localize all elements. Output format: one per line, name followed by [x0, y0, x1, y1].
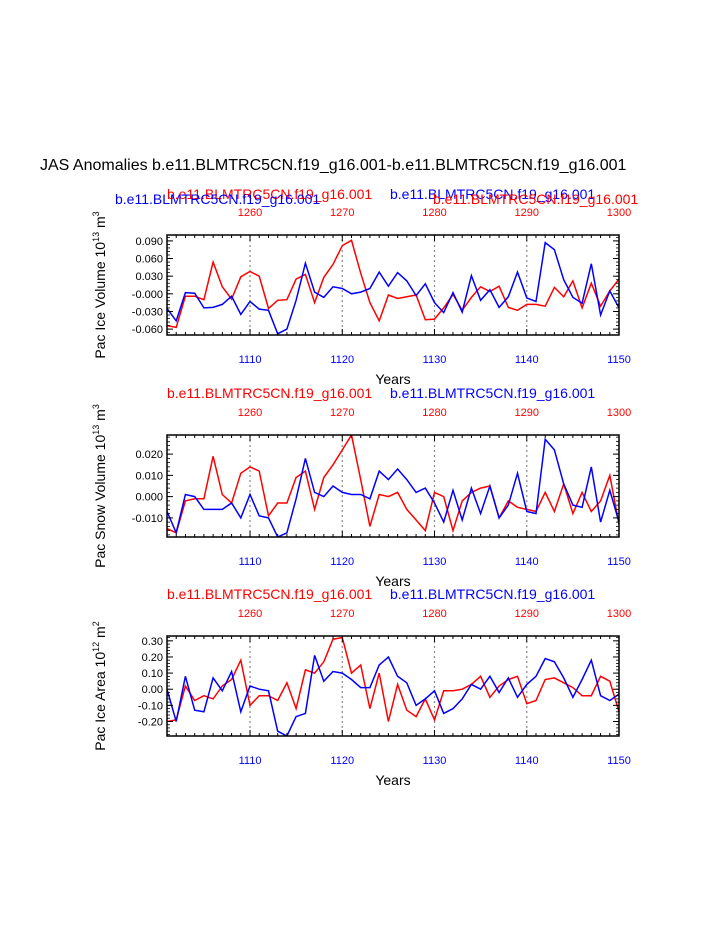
y-axis-label-ylabel-exp: 13 — [91, 425, 101, 435]
y-tick-label: -0.030 — [132, 306, 163, 318]
series-line-red — [167, 435, 619, 534]
x-tick-label-bottom: 1150 — [607, 354, 631, 366]
y-axis-label-ylabel-exp: 13 — [91, 232, 101, 242]
series-line-red — [167, 239, 619, 329]
y-axis-label-ylabel-exp: 12 — [91, 642, 101, 652]
panel-title-blue: b.e11.BLMTRC5CN.f19_g16.001 — [390, 586, 595, 602]
panel-ice-area: b.e11.BLMTRC5CN.f19_g16.001 b.e11.BLMTRC5… — [91, 586, 631, 788]
y-axis-label-ylabel-unit: m — [92, 216, 108, 232]
x-tick-label-top: 1300 — [607, 407, 631, 419]
y-tick-label: 0.020 — [135, 449, 163, 461]
panel-title-blue: b.e11.BLMTRC5CN.f19_g16.001 — [390, 385, 595, 401]
y-axis-label-ylabel-unit-exp: 3 — [91, 404, 101, 409]
panel-title-red: b.e11.BLMTRC5CN.f19_g16.001 — [167, 586, 372, 602]
x-tick-label-top: 1300 — [607, 207, 631, 219]
series-line-red — [167, 636, 619, 723]
x-tick-label-bottom: 1140 — [515, 755, 539, 767]
y-tick-label: -0.060 — [132, 324, 163, 336]
plot-frame — [166, 434, 620, 538]
y-tick-label: 0.000 — [135, 492, 163, 504]
y-tick-label: 0.010 — [135, 470, 163, 482]
y-axis-label: Pac Ice Area 1012 m2 — [91, 621, 108, 750]
y-tick-label: 0.00 — [142, 684, 163, 696]
x-tick-label-bottom: 1110 — [239, 556, 262, 568]
x-tick-label-bottom: 1150 — [607, 556, 631, 568]
y-tick-label: -0.10 — [138, 700, 163, 712]
y-tick-label: -0.20 — [138, 716, 163, 728]
y-axis-label: Pac Snow Volume 1013 m3 — [91, 404, 108, 568]
x-tick-label-top: 1290 — [515, 608, 539, 620]
panel-title-red: b.e11.BLMTRC5CN.f19_g16.001 — [167, 385, 372, 401]
x-tick-label-top: 1280 — [422, 407, 446, 419]
y-tick-label: 0.30 — [142, 636, 163, 648]
x-tick-label-top: 1270 — [330, 207, 354, 219]
panel-ice-volume: -0.060 -0.030 -0.000 0.030 0.060 0.090 1110 112… — [91, 207, 631, 387]
y-tick-label: 0.090 — [135, 236, 163, 248]
y-axis-label-ylabel-main: Pac Ice Volume 10 — [92, 242, 108, 359]
x-tick-label-bottom: 1140 — [515, 556, 539, 568]
x-tick-label-bottom: 1130 — [423, 556, 447, 568]
overlap-sub-red: b.e11.BLMTRC5CN.f19_g16.001 — [433, 191, 638, 207]
y-axis-label-ylabel-main: Pac Snow Volume 10 — [92, 435, 108, 568]
y-tick-label: 0.20 — [142, 652, 163, 664]
x-tick-label-bottom: 1130 — [423, 755, 447, 767]
x-tick-label-bottom: 1130 — [423, 354, 447, 366]
y-tick-label: -0.010 — [132, 513, 163, 525]
y-tick-label: 0.030 — [135, 271, 163, 283]
y-tick-label: 0.060 — [135, 254, 163, 266]
plot-frame — [166, 234, 620, 336]
x-tick-label-top: 1270 — [330, 407, 354, 419]
y-axis-label-ylabel-unit: m — [92, 626, 108, 642]
x-tick-label-top: 1270 — [330, 608, 354, 620]
chart-panels: -0.060 -0.030 -0.000 0.030 0.060 0.090 1110 112… — [91, 207, 631, 788]
x-tick-label-bottom: 1110 — [239, 354, 262, 366]
x-axis-label: Years — [375, 772, 410, 788]
y-axis-label-ylabel-unit-exp: 2 — [91, 621, 101, 626]
overlap-title-blue: b.e11.BLMTRC5CN.f19_g16.001 — [390, 186, 595, 202]
x-tick-label-top: 1260 — [238, 608, 262, 620]
y-tick-label: 0.10 — [142, 668, 163, 680]
y-tick-label: -0.000 — [132, 289, 163, 301]
series-line-blue — [167, 241, 619, 335]
overlap-sub-blue: b.e11.BLMTRC5CN.f19_g16.001 — [115, 191, 320, 207]
overlap-title-red: b.e11.BLMTRC5CN.f19_g16.001 — [167, 186, 372, 202]
x-axis-label: Years — [375, 371, 410, 387]
y-axis-label-ylabel-unit: m — [92, 409, 108, 425]
panel-snow-volume: b.e11.BLMTRC5CN.f19_g16.001 b.e11.BLMTRC5… — [91, 385, 631, 589]
x-tick-label-bottom: 1120 — [330, 354, 354, 366]
series-line-blue — [167, 437, 619, 537]
x-tick-label-top: 1290 — [515, 207, 539, 219]
y-axis-label: Pac Ice Volume 1013 m3 — [91, 211, 108, 358]
x-tick-label-bottom: 1140 — [515, 354, 539, 366]
x-tick-label-top: 1260 — [238, 207, 262, 219]
x-tick-label-top: 1290 — [515, 407, 539, 419]
x-tick-label-bottom: 1110 — [239, 755, 262, 767]
y-axis-label-ylabel-main: Pac Ice Area 10 — [92, 652, 108, 751]
x-tick-label-bottom: 1120 — [330, 755, 354, 767]
main-title: JAS Anomalies b.e11.BLMTRC5CN.f19_g16.00… — [40, 157, 627, 174]
x-tick-label-bottom: 1150 — [607, 755, 631, 767]
x-tick-label-top: 1260 — [238, 407, 262, 419]
x-tick-label-top: 1280 — [422, 608, 446, 620]
y-axis-label-ylabel-unit-exp: 3 — [91, 211, 101, 216]
x-axis-label: Years — [375, 573, 410, 589]
x-tick-label-top: 1300 — [607, 608, 631, 620]
x-tick-label-bottom: 1120 — [330, 556, 354, 568]
x-tick-label-top: 1280 — [422, 207, 446, 219]
series-line-blue — [167, 655, 619, 736]
